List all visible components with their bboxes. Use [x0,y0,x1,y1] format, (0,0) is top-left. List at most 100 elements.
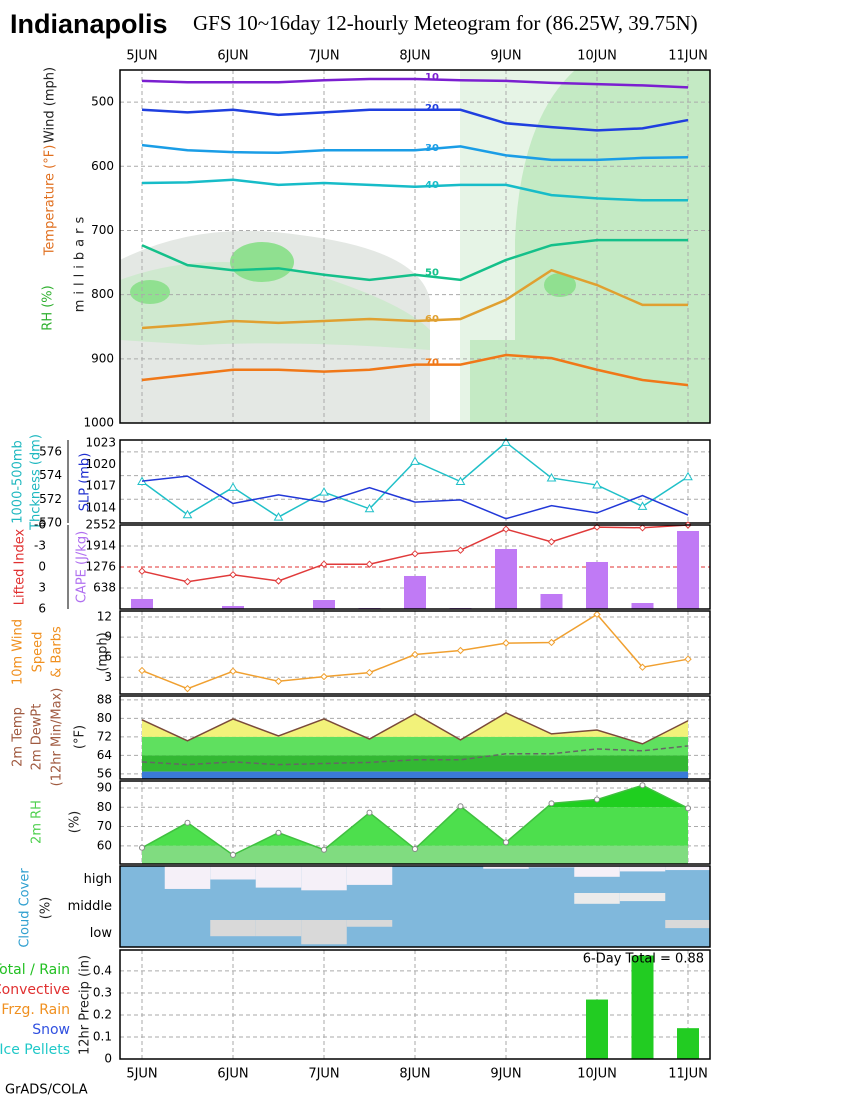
contour-label: 70 [425,358,439,369]
axis-label: 2m DewPt [30,704,45,771]
axis-label: Thckness (dm) [29,434,44,531]
axis-label: Wind (mph) [43,67,58,143]
y-tick-label: 0.1 [93,1029,112,1043]
band [142,771,688,779]
legend-entry: Total / Rain [0,962,70,978]
marker [364,503,375,513]
contour-label: 60 [425,314,439,325]
marker [321,846,327,853]
y-tick-label: 576 [39,444,62,458]
contour-label: 20 [425,103,439,114]
y-tick-label: 70 [97,819,112,833]
marker [365,560,374,568]
bar [313,600,335,609]
marker [139,844,145,851]
bar [131,598,153,609]
axis-label: Lifted Index [13,528,28,605]
series-line [141,108,689,132]
y-tick-label: 800 [91,287,114,301]
x-tick-label: 9JUN [490,1067,521,1082]
y-tick-label: 80 [97,800,112,814]
marker [182,509,193,519]
axis-label: Speed [31,632,46,673]
y2-tick-label: 1017 [85,479,116,493]
cloud-clear [574,866,620,877]
axis-label: Temperature (°F) [43,145,58,257]
cloud-clear [574,893,620,904]
marker [594,796,600,803]
axis-label: CAPE (J/kg) [75,531,90,603]
x-tick-label: 7JUN [308,49,339,64]
panel-frame [119,610,711,695]
series-line [141,77,689,89]
annotation: 6-Day Total = 0.88 [583,952,704,967]
y-tick-label: 90 [97,780,112,794]
y-tick-label: 88 [97,692,112,706]
level-label: low [90,926,113,941]
y-tick-label: 500 [91,95,114,109]
x-tick-label: 7JUN [308,1067,339,1082]
cloud-clear [164,866,211,889]
panel-frame [119,780,711,865]
cloud-clear [483,866,529,869]
y-tick-label: 60 [97,838,112,852]
marker [456,546,465,554]
y-tick-label: 572 [39,492,62,506]
y2-tick-label: 638 [93,581,116,595]
x-tick-label: 5JUN [126,49,157,64]
legend-entry: Frzg. Rain [1,1002,70,1018]
y2-tick-label: 1276 [85,560,116,574]
title: GFS 10~16day 12-hourly Meteogram for (86… [193,11,698,35]
x-tick-label: 6JUN [217,49,248,64]
bar [540,593,563,609]
panel-frame [119,69,711,424]
marker [228,482,238,491]
y-tick-label: 600 [91,159,114,173]
y-tick-label: 12 [97,610,112,624]
bar [586,999,608,1059]
marker [183,684,192,693]
legend-entry: Ice Pellets [0,1042,70,1058]
cloud-clear [301,920,347,945]
x-tick-label: 11JUN [668,1067,708,1082]
y-tick-label: 0 [104,1052,112,1066]
series-line [141,745,689,766]
series-line [141,143,689,162]
y-tick-label: -6 [34,518,46,532]
cloud-clear [210,920,256,937]
cloud-clear [346,920,393,927]
x-tick-label: 10JUN [577,49,617,64]
marker [411,549,419,558]
marker [638,663,647,671]
axis-label: SLP (mb) [78,453,93,512]
y2-tick-label: 1914 [85,539,116,553]
panel-frame [119,949,711,1060]
panel-frame [119,695,711,780]
marker [275,829,282,836]
x-tick-label: 9JUN [490,49,521,64]
legend-entry: Convective [0,982,70,998]
axis-label: 2m RH [30,800,45,844]
y-tick-label: 700 [91,223,114,237]
axis-label: RH (%) [41,285,56,330]
cloud-clear [619,893,666,902]
y-tick-label: 3 [38,581,46,595]
legend-entry: Snow [32,1022,70,1038]
cloud-clear [665,920,710,929]
bar [495,548,517,609]
level-label: middle [68,899,112,914]
x-tick-label: 8JUN [399,1067,430,1082]
axis-label: & Barbs [50,626,65,678]
marker [503,839,509,846]
cloud-clear [346,866,393,885]
x-tick-label: 5JUN [126,1067,157,1082]
cloud-clear [255,920,302,937]
marker [547,538,556,546]
marker [274,577,283,585]
marker [456,646,465,655]
marker [457,803,464,810]
marker [685,805,691,812]
marker [502,639,510,647]
marker [229,667,237,675]
